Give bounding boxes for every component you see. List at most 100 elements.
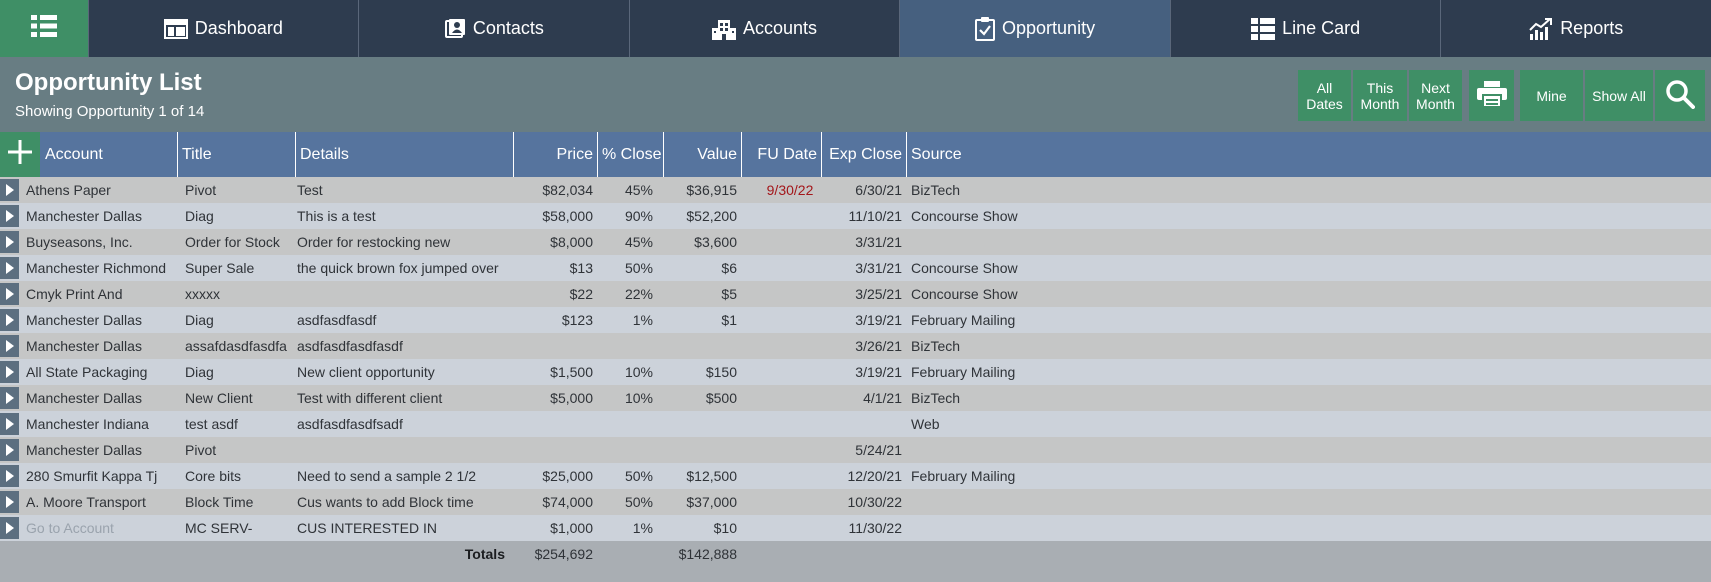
cell-pct-close: 1% [632, 520, 653, 536]
cell-details: This is a test [297, 208, 376, 224]
cell-exp-close: 3/31/21 [855, 260, 902, 276]
table-row[interactable]: Manchester Dallas Diag This is a test $58,0… [0, 203, 1711, 229]
cell-account: Cmyk Print And [26, 286, 123, 302]
cell-account: Manchester Dallas [26, 208, 142, 224]
table-row[interactable]: Manchester Dallas Pivot 5/24/21 [0, 437, 1711, 463]
all-dates-button[interactable]: All Dates [1298, 70, 1351, 121]
table-row[interactable]: Buyseasons, Inc. Order for Stock Order for… [0, 229, 1711, 255]
cell-source [907, 515, 1147, 541]
cell-value: $10 [713, 520, 737, 536]
row-expand-button[interactable] [0, 231, 19, 253]
row-expand-button[interactable] [0, 283, 19, 305]
cell-pct-close: 10% [624, 364, 653, 380]
cell-value [663, 333, 741, 359]
row-expand-button[interactable] [0, 257, 19, 279]
row-expand-button[interactable] [0, 205, 19, 227]
table-row[interactable]: A. Moore Transport Block Time Cus wants to… [0, 489, 1711, 515]
caret-right-icon [5, 470, 14, 482]
clipboard-check-icon [975, 16, 996, 41]
cell-value [663, 437, 741, 463]
cell-fu-date [748, 515, 832, 541]
table-row[interactable]: Manchester Richmond Super Sale the quick b… [0, 255, 1711, 281]
cell-value: $5 [721, 286, 737, 302]
row-expand-button[interactable] [0, 179, 19, 201]
next-month-label: Next Month [1416, 79, 1455, 112]
table-row[interactable]: Athens Paper Pivot Test $82,034 45% $36,915 9/… [0, 177, 1711, 203]
cell-price: $82,034 [542, 182, 593, 198]
cell-exp-close: 10/30/22 [847, 494, 903, 510]
tab-accounts[interactable]: Accounts [628, 0, 900, 57]
column-details[interactable]: Details [295, 132, 513, 177]
tab-contacts[interactable]: Contacts [358, 0, 629, 57]
column-source[interactable]: Source [906, 132, 1106, 177]
next-month-button[interactable]: Next Month [1409, 70, 1462, 121]
cell-price: $123 [561, 312, 593, 328]
table-row[interactable]: Manchester Dallas Diag asdfasdfasdf $123 1% $… [0, 307, 1711, 333]
tab-reports-label: Reports [1560, 18, 1624, 38]
row-expand-button[interactable] [0, 413, 19, 435]
cell-price: $8,000 [550, 234, 593, 250]
cell-price [513, 437, 597, 463]
menu-button[interactable] [0, 0, 88, 57]
row-expand-button[interactable] [0, 387, 19, 409]
go-to-account-link[interactable]: Go to Account [26, 520, 114, 536]
grid-list-icon [30, 14, 57, 43]
row-expand-button[interactable] [0, 517, 19, 539]
column-value[interactable]: Value [663, 132, 741, 177]
cell-value: $1 [721, 312, 737, 328]
totals-row: Totals $254,692 $142,888 [0, 541, 1711, 582]
cell-account: Buyseasons, Inc. [26, 234, 133, 250]
column-pct-close[interactable]: % Close [597, 132, 663, 177]
cell-price: $58,000 [542, 208, 593, 224]
cell-fu-date [748, 229, 832, 255]
caret-right-icon [5, 522, 14, 534]
cell-pct-close: 1% [632, 312, 653, 328]
show-all-button[interactable]: Show All [1585, 70, 1653, 121]
row-expand-button[interactable] [0, 361, 19, 383]
cell-account: Manchester Dallas [26, 390, 142, 406]
row-expand-button[interactable] [0, 439, 19, 461]
cell-exp-close: 11/30/22 [848, 520, 902, 536]
row-expand-button[interactable] [0, 309, 19, 331]
mine-button[interactable]: Mine [1520, 70, 1583, 121]
table-row[interactable]: Manchester Dallas New Client Test with dif… [0, 385, 1711, 411]
table-row[interactable]: Manchester Dallas assafdasdfasdfa asdfasdf… [0, 333, 1711, 359]
all-dates-label: All Dates [1306, 79, 1343, 112]
add-opportunity-button[interactable] [0, 132, 40, 177]
cell-exp-close: 3/19/21 [855, 312, 902, 328]
column-account[interactable]: Account [45, 146, 103, 163]
column-exp-close[interactable]: Exp Close [821, 132, 906, 177]
cell-title: assafdasdfasdfa [185, 338, 287, 354]
table-row[interactable]: Cmyk Print And xxxxx $22 22% $5 3/25/21 Concou… [0, 281, 1711, 307]
cell-fu-date [748, 203, 832, 229]
column-title[interactable]: Title [177, 132, 295, 177]
table-row[interactable]: All State Packaging Diag New client opport… [0, 359, 1711, 385]
table-row[interactable]: Go to Account MC SERV- CUS INTERESTED IN $1… [0, 515, 1711, 541]
column-fu-date[interactable]: FU Date [741, 132, 821, 177]
cell-fu-date [748, 463, 832, 489]
record-count: Showing Opportunity 1 of 14 [15, 103, 205, 120]
caret-right-icon [5, 184, 14, 196]
cell-source: Web [911, 416, 940, 432]
row-expand-button[interactable] [0, 335, 19, 357]
cell-exp-close [821, 411, 906, 437]
cell-price: $13 [569, 260, 593, 276]
cell-details: asdfasdfasdf [297, 312, 377, 328]
row-expand-button[interactable] [0, 465, 19, 487]
search-button[interactable] [1655, 70, 1705, 121]
cell-source: Concourse Show [911, 286, 1018, 302]
tab-line-card[interactable]: Line Card [1169, 0, 1441, 57]
column-price[interactable]: Price [513, 132, 597, 177]
cell-pct-close [597, 437, 657, 463]
tab-opportunity[interactable]: Opportunity [899, 0, 1170, 57]
row-expand-button[interactable] [0, 491, 19, 513]
this-month-button[interactable]: This Month [1353, 70, 1407, 121]
cell-exp-close: 5/24/21 [855, 442, 902, 458]
tab-dashboard[interactable]: Dashboard [87, 0, 359, 57]
this-month-label: This Month [1360, 79, 1400, 112]
table-row[interactable]: 280 Smurfit Kappa Tj Core bits Need to sen… [0, 463, 1711, 489]
print-button[interactable] [1469, 70, 1514, 121]
tab-reports[interactable]: Reports [1440, 0, 1711, 57]
table-row[interactable]: Manchester Indiana test asdf asdfasdfasdfs… [0, 411, 1711, 437]
cell-fu-date [748, 359, 832, 385]
